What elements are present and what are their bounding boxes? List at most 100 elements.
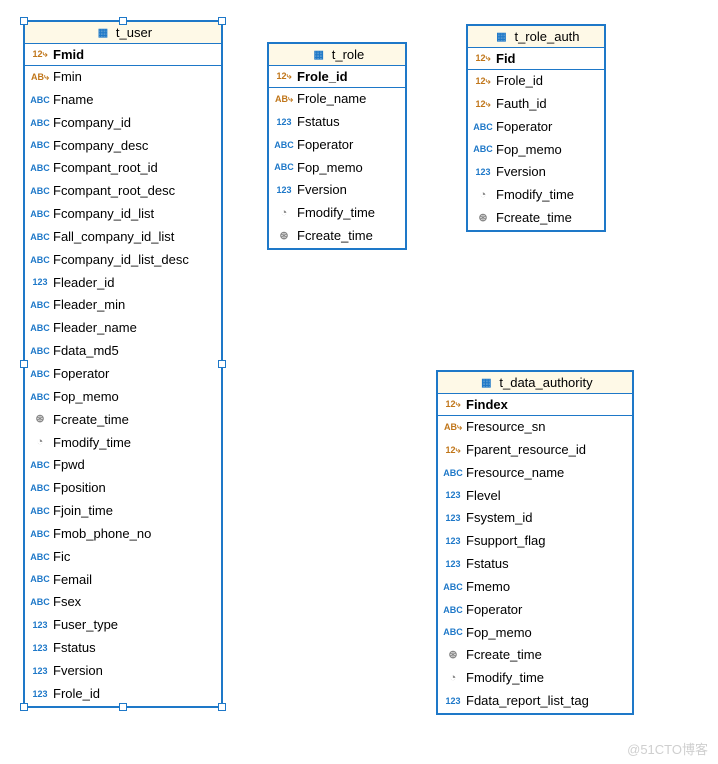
column-row[interactable]: ABCFemail: [25, 569, 221, 592]
column-row[interactable]: 123Fversion: [468, 161, 604, 184]
column-name: Fresource_sn: [466, 418, 545, 437]
column-row[interactable]: ABCFleader_min: [25, 294, 221, 317]
table-icon: ▦: [492, 30, 510, 44]
timestamp-icon: ◔: [31, 436, 49, 450]
column-row[interactable]: ABC Fop_memo: [468, 139, 604, 162]
column-row[interactable]: AB⤷ Fmin: [25, 66, 221, 89]
column-name: Fmin: [53, 68, 82, 87]
resize-handle[interactable]: [218, 17, 226, 25]
text-type-icon: ABC: [275, 138, 293, 152]
text-key-icon: AB⤷: [275, 92, 293, 106]
table-header[interactable]: ▦t_user: [25, 22, 221, 44]
entity-table-t_data_authority[interactable]: ▦t_data_authority12⤷FindexAB⤷Fresource_s…: [436, 370, 634, 715]
column-name: Fsystem_id: [466, 509, 532, 528]
column-name: Flevel: [466, 487, 501, 506]
column-row[interactable]: ◔Fmodify_time: [438, 667, 632, 690]
entity-table-t_user[interactable]: ▦t_user12⤷FmidAB⤷FminABCFnameABCFcompany…: [23, 20, 223, 708]
column-row[interactable]: 123Fstatus: [269, 111, 405, 134]
column-row[interactable]: ABCFjoin_time: [25, 500, 221, 523]
column-row[interactable]: ABCFdata_md5: [25, 340, 221, 363]
column-row[interactable]: 123 Flevel: [438, 485, 632, 508]
column-row[interactable]: ABCFop_memo: [269, 157, 405, 180]
column-row[interactable]: ⊛Fcreate_time: [25, 409, 221, 432]
resize-handle[interactable]: [119, 703, 127, 711]
column-row[interactable]: 12⤷Frole_id: [468, 70, 604, 93]
column-row[interactable]: 123Fsupport_flag: [438, 530, 632, 553]
text-type-icon: ABC: [31, 162, 49, 176]
column-row[interactable]: ABCFcompany_id_list_desc: [25, 249, 221, 272]
primary-key-row[interactable]: 12⤷Findex: [438, 394, 632, 416]
text-type-icon: ABC: [31, 527, 49, 541]
entity-table-t_role_auth[interactable]: ▦t_role_auth12⤷Fid12⤷Frole_id12⤷Fauth_id…: [466, 24, 606, 232]
number-key-icon: 12⤷: [444, 398, 462, 412]
column-row[interactable]: ABCFcompany_desc: [25, 135, 221, 158]
column-row[interactable]: ABCFresource_name: [438, 462, 632, 485]
column-row[interactable]: 123Fdata_report_list_tag: [438, 690, 632, 713]
column-name: Fposition: [53, 479, 106, 498]
primary-key-name: Fmid: [53, 47, 84, 62]
column-row[interactable]: ABCFop_memo: [25, 386, 221, 409]
primary-key-row[interactable]: 12⤷Fid: [468, 48, 604, 70]
text-type-icon: ABC: [31, 459, 49, 473]
entity-table-t_role[interactable]: ▦t_role12⤷Frole_idAB⤷Frole_name123Fstatu…: [267, 42, 407, 250]
column-row[interactable]: 123Fversion: [25, 660, 221, 683]
primary-key-row[interactable]: 12⤷Fmid: [25, 44, 221, 66]
number-type-icon: 123: [31, 619, 49, 633]
column-row[interactable]: 12⤷Fauth_id: [468, 93, 604, 116]
column-name: Fop_memo: [53, 388, 119, 407]
number-type-icon: 123: [31, 687, 49, 701]
column-row[interactable]: ABCFop_memo: [438, 622, 632, 645]
primary-key-row[interactable]: 12⤷Frole_id: [269, 66, 405, 88]
column-row[interactable]: ◔Fmodify_time: [25, 432, 221, 455]
column-row[interactable]: 123Fstatus: [438, 553, 632, 576]
column-row[interactable]: ABCFpwd: [25, 454, 221, 477]
column-row[interactable]: ◔Fmodify_time: [269, 202, 405, 225]
text-type-icon: ABC: [31, 550, 49, 564]
table-header[interactable]: ▦t_data_authority: [438, 372, 632, 394]
column-row[interactable]: ABCFoperator: [269, 134, 405, 157]
column-row[interactable]: ◔Fmodify_time: [468, 184, 604, 207]
column-row[interactable]: ABC Fleader_name: [25, 317, 221, 340]
text-type-icon: ABC: [31, 322, 49, 336]
number-type-icon: 123: [444, 512, 462, 526]
column-name: Fdata_md5: [53, 342, 119, 361]
column-row[interactable]: ABCFall_company_id_list: [25, 226, 221, 249]
table-header[interactable]: ▦t_role: [269, 44, 405, 66]
column-row[interactable]: ABCFcompany_id: [25, 112, 221, 135]
text-type-icon: ABC: [474, 143, 492, 157]
column-name: Fleader_name: [53, 319, 137, 338]
table-header[interactable]: ▦t_role_auth: [468, 26, 604, 48]
column-row[interactable]: ABCFcompany_id_list: [25, 203, 221, 226]
column-row[interactable]: ABCFname: [25, 89, 221, 112]
column-row[interactable]: ABCFcompant_root_desc: [25, 180, 221, 203]
column-row[interactable]: AB⤷Fresource_sn: [438, 416, 632, 439]
column-row[interactable]: ABCFsex: [25, 591, 221, 614]
column-name: Fop_memo: [466, 624, 532, 643]
column-row[interactable]: 123 Fsystem_id: [438, 507, 632, 530]
column-row[interactable]: ⊛Fcreate_time: [269, 225, 405, 248]
column-row[interactable]: 123Fstatus: [25, 637, 221, 660]
resize-handle[interactable]: [20, 360, 28, 368]
column-row[interactable]: ABCFmob_phone_no: [25, 523, 221, 546]
number-key-icon: 12⤷: [474, 97, 492, 111]
column-row[interactable]: ABCFmemo: [438, 576, 632, 599]
column-row[interactable]: ABCFcompant_root_id: [25, 157, 221, 180]
column-name: Fop_memo: [496, 141, 562, 160]
column-row[interactable]: ABCFoperator: [438, 599, 632, 622]
column-row[interactable]: 123Fleader_id: [25, 272, 221, 295]
resize-handle[interactable]: [218, 360, 226, 368]
column-row[interactable]: ⊛Fcreate_time: [468, 207, 604, 230]
column-row[interactable]: 123Fversion: [269, 179, 405, 202]
column-row[interactable]: ABCFic: [25, 546, 221, 569]
resize-handle[interactable]: [20, 703, 28, 711]
column-row[interactable]: ABCFoperator: [468, 116, 604, 139]
column-row[interactable]: AB⤷Frole_name: [269, 88, 405, 111]
column-row[interactable]: ABCFposition: [25, 477, 221, 500]
column-row[interactable]: ABCFoperator: [25, 363, 221, 386]
column-row[interactable]: 123Fuser_type: [25, 614, 221, 637]
column-row[interactable]: ⊛Fcreate_time: [438, 644, 632, 667]
resize-handle[interactable]: [119, 17, 127, 25]
column-row[interactable]: 12⤷Fparent_resource_id: [438, 439, 632, 462]
text-key-icon: AB⤷: [31, 70, 49, 84]
number-type-icon: 123: [444, 489, 462, 503]
